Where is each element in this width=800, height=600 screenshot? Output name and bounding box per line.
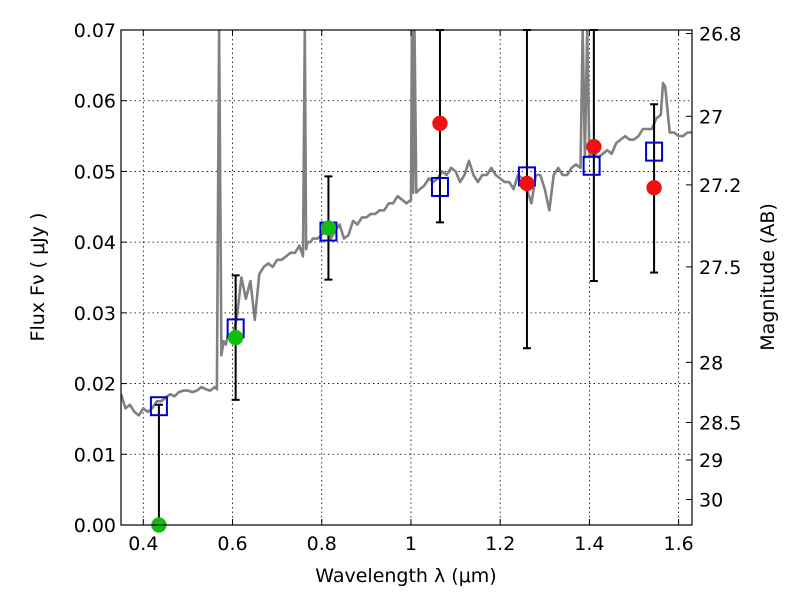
y-right-tick-label: 30 [699, 490, 723, 512]
model-spectrum-line [121, 30, 692, 417]
x-tick-label: 1.6 [664, 533, 694, 555]
model-photometry-square [430, 176, 449, 197]
y-right-tick-label: 28 [699, 352, 723, 374]
model-photometry-square [582, 155, 601, 176]
x-tick-label: 1 [405, 533, 417, 555]
observed-flux-point [586, 138, 602, 155]
y-right-tick-label: 27.2 [699, 175, 741, 197]
y-tick-label: 0.04 [74, 232, 116, 254]
y-tick-label: 0.02 [74, 374, 116, 396]
y-right-tick-label: 28.5 [699, 412, 741, 434]
y-axis-right-label: Magnitude (AB) [757, 203, 779, 351]
y-tick-label: 0.00 [74, 515, 116, 537]
x-tick-label: 0.4 [128, 533, 158, 555]
y-tick-label: 0.07 [74, 20, 116, 42]
y-right-tick-label: 26.8 [699, 24, 741, 46]
observed-flux-point [320, 220, 337, 236]
x-axis-label: Wavelength λ (μm) [315, 565, 496, 587]
y-axis-label: Flux Fν ( μJy ) [27, 213, 49, 342]
x-tick-label: 1.2 [485, 533, 515, 555]
y-tick-label: 0.03 [74, 303, 116, 325]
x-tick-label: 0.6 [217, 533, 247, 555]
data-layer [121, 30, 692, 417]
y-right-tick-label: 27.5 [699, 257, 741, 279]
y-tick-label: 0.06 [74, 91, 116, 113]
model-photometry-square [149, 396, 168, 417]
observed-flux-point [432, 115, 448, 132]
y-tick-label: 0.05 [74, 161, 116, 183]
observed-flux-point [227, 329, 244, 346]
x-tick-label: 0.8 [307, 533, 337, 555]
y-tick-label: 0.01 [74, 444, 116, 466]
ticks: 0.4 0.6 0.8 1 1.2 1.4 1.6 0.00 0.01 0.02 0.03 0.04 0… [74, 20, 742, 555]
plot-frame [120, 29, 693, 526]
model-photometry-square [645, 141, 664, 162]
y-right-tick-label: 27 [699, 106, 723, 128]
observed-flux-point [519, 175, 535, 192]
grid [121, 29, 692, 526]
y-right-tick-label: 29 [699, 450, 723, 472]
observed-flux-point [646, 179, 662, 196]
x-tick-label: 1.4 [574, 533, 604, 555]
